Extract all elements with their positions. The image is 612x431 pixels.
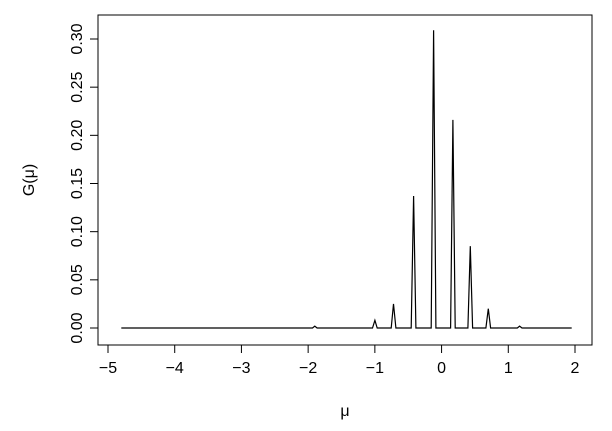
y-tick-label: 0.00 xyxy=(69,312,86,343)
peak-points xyxy=(313,29,521,328)
y-tick-label: 0.10 xyxy=(69,216,86,247)
x-tick-label: 0 xyxy=(437,360,446,377)
x-axis-title: μ xyxy=(340,403,349,420)
x-tick-label: −2 xyxy=(299,360,317,377)
x-tick-label: 1 xyxy=(504,360,513,377)
plot-frame xyxy=(97,14,593,346)
x-tick-label: −3 xyxy=(232,360,250,377)
y-tick-label: 0.05 xyxy=(69,264,86,295)
y-axis-title: G(μ) xyxy=(21,164,38,196)
y-tick-label: 0.25 xyxy=(69,71,86,102)
x-tick-label: −4 xyxy=(166,360,184,377)
y-tick-label: 0.30 xyxy=(69,23,86,54)
x-tick-label: 2 xyxy=(571,360,580,377)
x-tick-label: −5 xyxy=(99,360,117,377)
x-axis: −5 −4 −3 −2 −1 0 1 2 xyxy=(99,345,580,377)
y-axis: 0.00 0.05 0.10 0.15 0.20 0.25 0.30 xyxy=(69,23,98,344)
x-tick-label: −1 xyxy=(366,360,384,377)
y-tick-label: 0.15 xyxy=(69,168,86,199)
y-tick-label: 0.20 xyxy=(69,120,86,151)
series-line xyxy=(121,30,572,329)
